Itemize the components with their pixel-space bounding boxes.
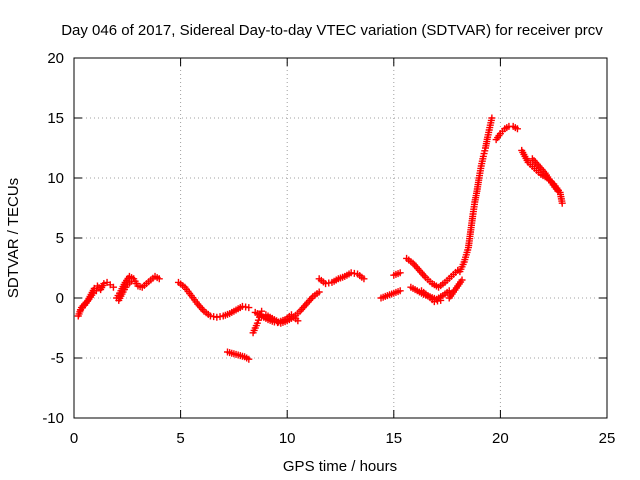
data-point [458, 276, 466, 284]
x-tick-label: 0 [70, 430, 78, 447]
data-point [128, 277, 136, 285]
x-tick-label: 10 [279, 430, 296, 447]
y-tick-label: -5 [51, 350, 64, 367]
data-point [245, 355, 253, 363]
chart-title: Day 046 of 2017, Sidereal Day-to-day VTE… [61, 22, 603, 39]
x-tick-label: 15 [385, 430, 402, 447]
data-point [513, 125, 521, 133]
plot-frame [73, 57, 608, 419]
data-point [488, 114, 496, 122]
grid-lines [74, 58, 607, 418]
data-point [155, 275, 163, 283]
y-tick-label: 10 [47, 170, 64, 187]
data-point [360, 275, 368, 283]
data-point [554, 187, 562, 195]
data-point [396, 287, 404, 295]
y-tick-label: 5 [56, 230, 64, 247]
y-tick-label: -10 [42, 410, 64, 427]
data-point [437, 296, 445, 304]
data-point [294, 317, 302, 325]
x-tick-label: 5 [176, 430, 184, 447]
y-tick-label: 0 [56, 290, 64, 307]
data-point [245, 304, 253, 312]
y-tick-label: 15 [47, 110, 64, 127]
x-axis-label: GPS time / hours [283, 458, 397, 475]
x-tick-label: 20 [492, 430, 509, 447]
y-tick-label: 20 [47, 50, 64, 67]
data-points [74, 114, 566, 363]
data-point [396, 269, 404, 277]
tick-labels: 0 5 10 15 20 25 -10 -5 0 5 10 15 20 [42, 50, 615, 447]
data-point [109, 283, 117, 291]
data-point [315, 288, 323, 296]
data-point [100, 280, 108, 288]
y-axis-label: SDTVAR / TECUs [5, 178, 22, 298]
axes [73, 57, 608, 419]
data-point [92, 287, 100, 295]
x-tick-label: 25 [599, 430, 616, 447]
data-point [558, 199, 566, 207]
